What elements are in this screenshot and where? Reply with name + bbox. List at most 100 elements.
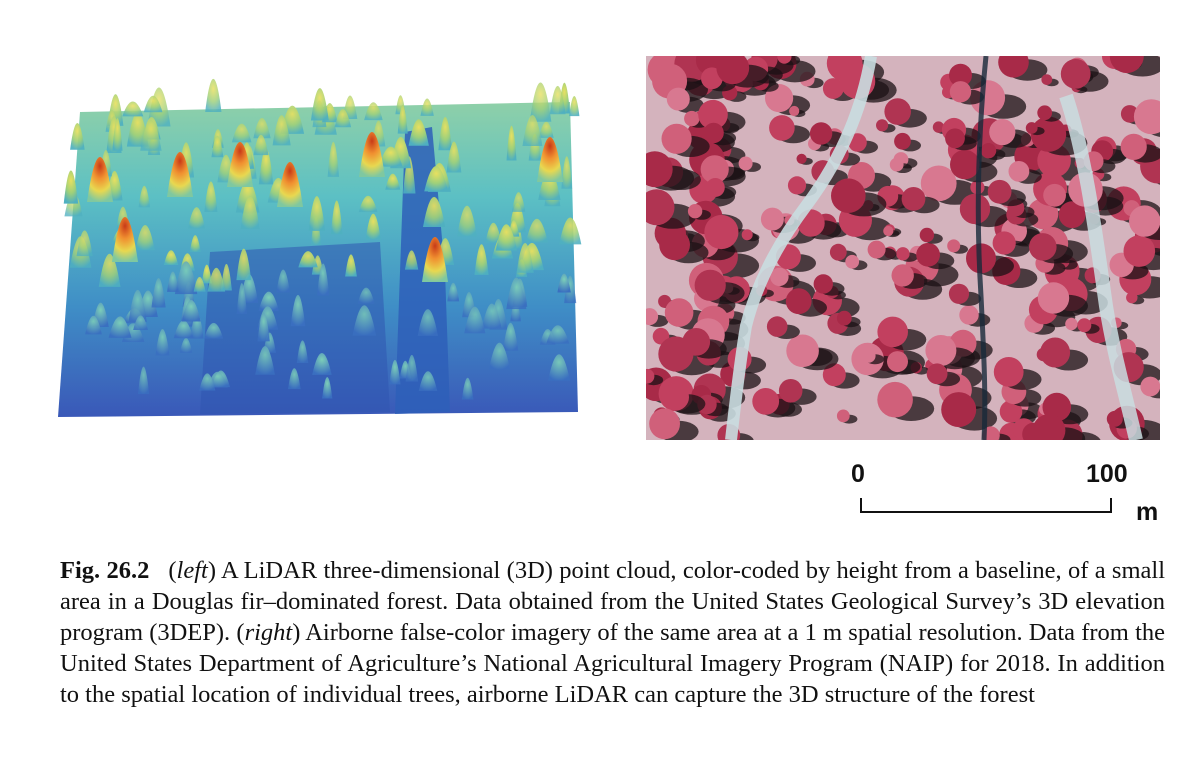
naip-tree-canopy [786, 334, 819, 368]
naip-tree-canopy [1060, 59, 1091, 89]
naip-tree-canopy [1029, 233, 1057, 261]
naip-tree-canopy [867, 240, 886, 259]
lidar-tree-crown [189, 235, 201, 253]
lidar-tree-crown [417, 309, 438, 336]
lidar-tree-crown [253, 134, 269, 156]
naip-tree-canopy [1041, 74, 1053, 85]
naip-tree-canopy [1133, 99, 1160, 135]
lidar-tree-crown [63, 170, 79, 204]
lidar-tree-crown [488, 342, 511, 370]
lidar-tree-crown [334, 108, 352, 128]
caption-seg1-open: ( [168, 557, 177, 584]
naip-tree-canopy [813, 274, 833, 294]
naip-stream [975, 56, 989, 440]
naip-tree-canopy [716, 56, 750, 85]
lidar-tall-tree-crown [359, 132, 385, 177]
naip-tree-canopy [829, 243, 847, 261]
naip-tree-canopy [661, 383, 689, 411]
naip-tree-canopy [704, 214, 739, 250]
naip-tree-canopy [889, 157, 904, 172]
naip-tree-canopy [887, 351, 908, 373]
naip-tree-canopy [698, 99, 728, 130]
lidar-tree-crown [155, 329, 170, 356]
lidar-tree-crown [151, 278, 166, 308]
naip-tree-canopy [682, 328, 711, 356]
naip-tree-canopy [809, 122, 833, 145]
naip-tree-canopy [646, 151, 673, 188]
lidar-tree-crown [327, 141, 340, 177]
naip-tree-canopy [796, 153, 807, 164]
lidar-tree-crown [461, 377, 474, 400]
naip-tree-canopy [1032, 414, 1066, 440]
naip-tree-canopy [925, 335, 957, 366]
lidar-tree-crown [140, 119, 162, 151]
lidar-tree-crown [122, 101, 144, 117]
naip-tree-canopy [845, 254, 860, 269]
naip-tree-canopy [945, 128, 965, 149]
naip-tree-canopy [766, 316, 788, 337]
naip-tree-canopy [883, 225, 894, 237]
lidar-tree-crown [201, 264, 212, 284]
naip-tree-canopy [1040, 337, 1071, 368]
lidar-tree-crown [137, 366, 150, 395]
lidar-point-cloud-figure [50, 72, 606, 424]
naip-tree-canopy [993, 357, 1024, 387]
naip-tree-canopy [705, 178, 725, 197]
lidar-tree-crown [379, 146, 403, 167]
naip-tree-canopy [785, 288, 812, 315]
lidar-tree-crown [385, 173, 401, 190]
naip-tree-canopy [694, 269, 726, 301]
lidar-tree-crown [549, 85, 566, 115]
lidar-tree-crown [525, 218, 548, 243]
naip-tree-canopy [876, 119, 889, 132]
naip-tree-canopy [646, 308, 659, 326]
lidar-tree-crown [174, 261, 198, 295]
naip-tree-canopy [950, 149, 980, 180]
naip-tree-canopy [1030, 116, 1067, 152]
lidar-tree-crown [516, 242, 534, 273]
lidar-tree-crown [464, 306, 486, 334]
lidar-tree-crown [258, 148, 274, 185]
naip-tree-canopy [778, 379, 803, 403]
lidar-tree-crown [424, 165, 449, 192]
scale-bar-start-label: 0 [851, 460, 865, 488]
naip-tree-canopy [661, 123, 692, 154]
lidar-tree-crown [511, 192, 526, 212]
naip-tree-canopy [1065, 317, 1078, 331]
lidar-tree-crown [231, 123, 252, 143]
caption-seg1-text: ) A LiDAR three-dimensional (3D) point c… [60, 557, 1166, 646]
lidar-tree-crown [506, 125, 517, 161]
lidar-tree-crown [272, 115, 291, 146]
lidar-tree-crown [330, 200, 343, 235]
naip-tree-canopy [687, 204, 703, 219]
lidar-tall-tree-crown [537, 137, 563, 182]
lidar-tree-crown [547, 354, 571, 381]
lidar-tall-tree-crown [227, 142, 253, 187]
lidar-tree-crown [199, 373, 216, 391]
naip-tree-canopy [932, 121, 945, 133]
lidar-tree-crown [481, 303, 502, 329]
naip-tree-canopy [1025, 122, 1038, 134]
lidar-point-cloud-image [58, 78, 582, 417]
naip-tree-canopy [1077, 318, 1092, 333]
lidar-tree-crown [308, 196, 326, 231]
naip-tree-canopy [1129, 205, 1160, 237]
lidar-tree-crown [288, 368, 301, 390]
lidar-tree-crown [236, 283, 247, 314]
naip-tree-canopy [959, 193, 991, 225]
naip-tree-canopy [980, 143, 997, 159]
naip-tree-canopy [836, 409, 850, 423]
lidar-tree-crown [408, 119, 429, 146]
lidar-tree-crown [538, 121, 554, 138]
lidar-tree-crown [108, 316, 132, 338]
lidar-tree-crown [76, 230, 93, 257]
naip-tree-canopy [700, 155, 729, 184]
lidar-tree-crown [405, 354, 419, 382]
naip-tree-canopy [787, 176, 807, 195]
naip-tree-canopy [948, 283, 970, 304]
lidar-tree-crown [474, 244, 489, 275]
lidar-tree-crown [447, 282, 460, 302]
lidar-tall-tree-crown [422, 237, 448, 282]
lidar-tree-crown [389, 359, 401, 385]
naip-tree-canopy [741, 229, 753, 241]
